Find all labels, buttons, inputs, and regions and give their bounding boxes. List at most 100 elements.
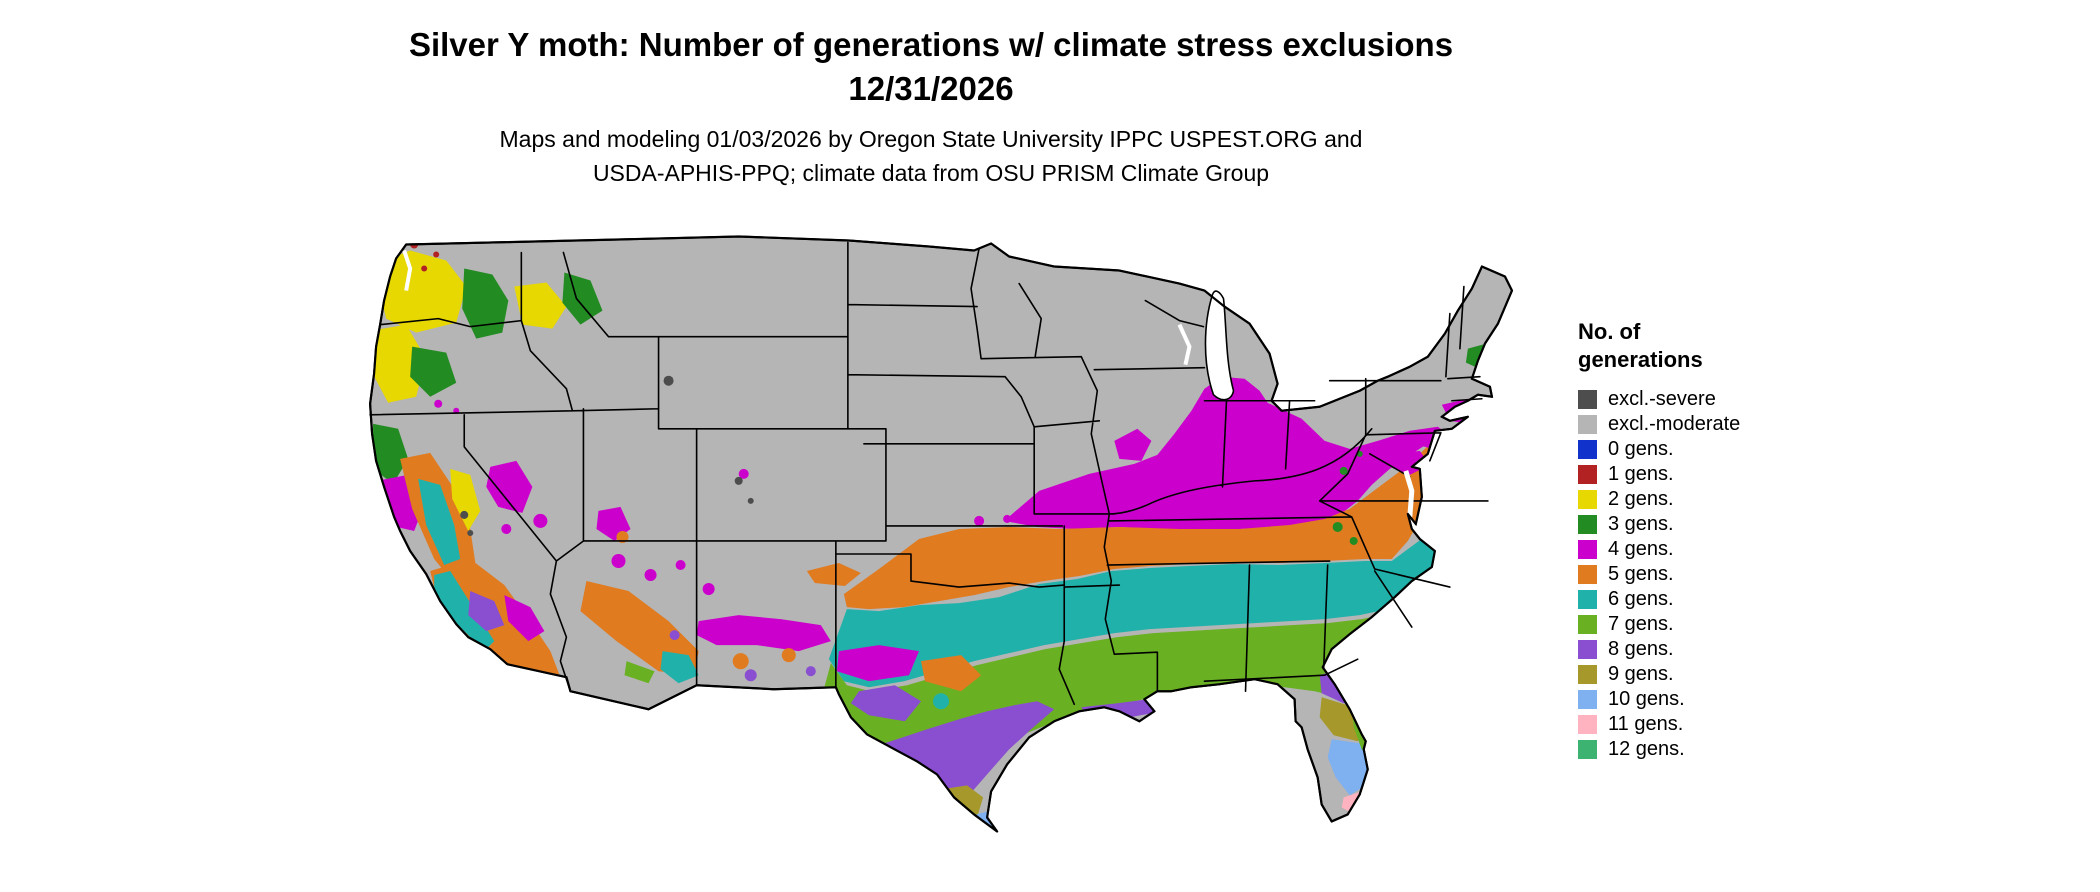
- legend-item: 1 gens.: [1578, 462, 1878, 487]
- legend-label: 4 gens.: [1608, 538, 1674, 560]
- legend-swatch: [1578, 690, 1597, 709]
- legend-label: 7 gens.: [1608, 613, 1674, 635]
- color-patch: [434, 571, 495, 652]
- band-5-generations: [843, 433, 1460, 610]
- legend-swatch: [1578, 590, 1597, 609]
- color-patch: [781, 648, 796, 663]
- legend-swatch: [1578, 465, 1597, 484]
- color-patch: [373, 423, 409, 484]
- band-4-generations: [1004, 376, 1448, 529]
- color-patch: [533, 513, 548, 528]
- lake-michigan: [1204, 290, 1235, 401]
- color-patch: [501, 523, 512, 534]
- color-patch: [702, 583, 715, 596]
- color-patch: [669, 630, 680, 641]
- page-title: Silver Y moth: Number of generations w/ …: [408, 26, 1454, 63]
- color-patch: [1332, 521, 1343, 532]
- legend-swatch: [1578, 415, 1597, 434]
- color-patch: [580, 581, 699, 676]
- color-patch: [644, 569, 657, 582]
- color-patch: [806, 563, 861, 587]
- color-patch: [1114, 428, 1152, 461]
- green-bay: [1177, 323, 1192, 366]
- pacific-northwest-patches: [370, 240, 603, 414]
- legend-swatch: [1578, 390, 1597, 409]
- color-patch: [696, 615, 831, 652]
- color-patch: [738, 468, 749, 479]
- legend-label: 2 gens.: [1608, 488, 1674, 510]
- color-patch: [850, 685, 921, 722]
- great-basin-southwest-patches: [486, 460, 831, 684]
- legend-item: 8 gens.: [1578, 637, 1878, 662]
- legend-rows: excl.-severe excl.-moderate 0 gens. 1 gens.…: [1578, 387, 1878, 762]
- color-patch: [663, 375, 674, 386]
- color-patch: [434, 399, 443, 408]
- chesapeake-bay: [1403, 470, 1415, 518]
- legend-swatch: [1578, 440, 1597, 459]
- color-patch: [744, 669, 757, 682]
- legend-label: excl.-severe: [1608, 388, 1716, 410]
- state-borders: [369, 241, 1489, 706]
- band-6-generations: [828, 523, 1460, 688]
- color-patch: [974, 515, 985, 526]
- subtitle-credit-line2: USDA-APHIS-PPQ; climate data from OSU PR…: [592, 160, 1270, 186]
- west-texas-rockies-patches: [663, 375, 1012, 722]
- legend-swatch: [1578, 490, 1597, 509]
- puget-sound: [402, 249, 413, 291]
- color-patch: [462, 268, 509, 339]
- legend-title: No. of generations: [1578, 318, 1878, 373]
- legend-item: 0 gens.: [1578, 437, 1878, 462]
- us-generations-map: [368, 235, 1514, 833]
- legend-title-line2: generations: [1578, 346, 1703, 372]
- region-10-generations-south-florida: [1327, 737, 1374, 796]
- color-patch: [467, 529, 474, 536]
- legend-label: 3 gens.: [1608, 513, 1674, 535]
- legend-item: 10 gens.: [1578, 687, 1878, 712]
- legend-item: 5 gens.: [1578, 562, 1878, 587]
- color-patch: [421, 265, 428, 272]
- color-patch: [504, 595, 545, 642]
- legend-swatch: [1578, 515, 1597, 534]
- page-title-date: 12/31/2026: [848, 70, 1014, 107]
- legend-swatch: [1578, 715, 1597, 734]
- region-11-generations-keys: [1336, 819, 1343, 826]
- color-patch: [386, 246, 395, 255]
- color-patch: [747, 497, 754, 504]
- legend-swatch: [1578, 665, 1597, 684]
- color-patch: [920, 655, 982, 692]
- color-patch: [374, 250, 467, 333]
- legend-swatch: [1578, 640, 1597, 659]
- color-patch: [732, 653, 749, 670]
- legend-swatch: [1578, 740, 1597, 759]
- legend-title-line1: No. of: [1578, 319, 1641, 344]
- legend-item: 7 gens.: [1578, 612, 1878, 637]
- color-patch: [933, 693, 950, 710]
- color-patch: [734, 476, 743, 485]
- color-patch: [514, 282, 567, 329]
- color-patch: [1003, 514, 1012, 523]
- legend-label: 12 gens.: [1608, 738, 1685, 760]
- legend-item: 11 gens.: [1578, 712, 1878, 737]
- legend-item: 9 gens.: [1578, 662, 1878, 687]
- color-patch: [675, 560, 686, 571]
- color-patch: [1349, 536, 1358, 545]
- color-patch: [378, 268, 387, 277]
- us-outline: [368, 235, 1514, 833]
- color-patch: [624, 661, 655, 684]
- subtitle-credit-line1: Maps and modeling 01/03/2026 by Oregon S…: [499, 126, 1363, 152]
- legend-label: 9 gens.: [1608, 663, 1674, 685]
- legend-label: 0 gens.: [1608, 438, 1674, 460]
- legend-swatch: [1578, 615, 1597, 634]
- legend: No. of generations excl.-severe excl.-mod…: [1578, 318, 1878, 762]
- legend-label: 11 gens.: [1608, 713, 1684, 735]
- color-patch: [1339, 466, 1348, 475]
- legend-item: 6 gens.: [1578, 587, 1878, 612]
- legend-label: 10 gens.: [1608, 688, 1685, 710]
- legend-item: 2 gens.: [1578, 487, 1878, 512]
- color-patch: [433, 251, 440, 258]
- legend-label: 5 gens.: [1608, 563, 1674, 585]
- legend-item: 12 gens.: [1578, 737, 1878, 762]
- color-patch: [468, 591, 505, 632]
- california-patches: [372, 423, 561, 686]
- legend-item: 3 gens.: [1578, 512, 1878, 537]
